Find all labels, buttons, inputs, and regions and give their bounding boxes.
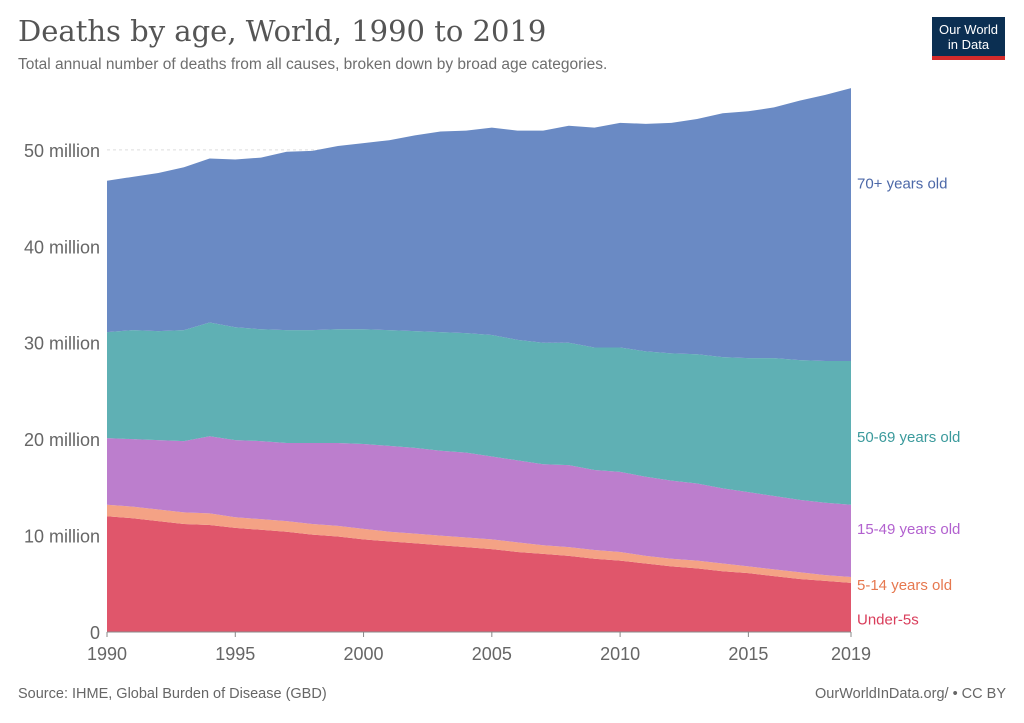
x-tick-label: 2005 bbox=[472, 644, 512, 664]
series-label-age70: 70+ years old bbox=[857, 176, 947, 193]
series-label-age50_69: 50-69 years old bbox=[857, 429, 960, 446]
series-label-under5: Under-5s bbox=[857, 611, 919, 628]
x-tick-label: 2015 bbox=[728, 644, 768, 664]
series-label-age15_49: 15-49 years old bbox=[857, 521, 960, 538]
area-age50_69[interactable] bbox=[107, 322, 851, 505]
x-tick-label: 2010 bbox=[600, 644, 640, 664]
series-labels: Under-5s 5-14 years old 15-49 years old 50-… bbox=[857, 176, 960, 629]
axes: 0 10 million 20 million 30 million 40 millio… bbox=[24, 141, 871, 664]
y-tick-label: 50 million bbox=[24, 141, 100, 161]
y-tick-label: 10 million bbox=[24, 527, 100, 547]
area-series bbox=[107, 88, 851, 632]
y-tick-label: 20 million bbox=[24, 430, 100, 450]
area-age70[interactable] bbox=[107, 88, 851, 362]
logo-line-1: Our World bbox=[939, 22, 998, 37]
series-label-age5_14: 5-14 years old bbox=[857, 577, 952, 594]
logo-line-2: in Data bbox=[947, 37, 990, 52]
owid-logo[interactable]: Our World in Data bbox=[932, 17, 1005, 60]
area-age5_14[interactable] bbox=[107, 504, 851, 583]
area-age15_49[interactable] bbox=[107, 436, 851, 578]
y-tick-label: 30 million bbox=[24, 334, 100, 354]
chart-title: Deaths by age, World, 1990 to 2019 bbox=[18, 14, 547, 48]
license-note[interactable]: OurWorldInData.org/ • CC BY bbox=[815, 686, 1006, 702]
y-tick-label: 40 million bbox=[24, 237, 100, 257]
x-tick-label: 1995 bbox=[215, 644, 255, 664]
chart-subtitle: Total annual number of deaths from all c… bbox=[18, 56, 608, 73]
area-under5[interactable] bbox=[107, 516, 851, 632]
x-tick-label: 2019 bbox=[831, 644, 871, 664]
x-tick-label: 2000 bbox=[344, 644, 384, 664]
y-tick-label: 0 bbox=[90, 623, 100, 643]
source-note[interactable]: Source: IHME, Global Burden of Disease (… bbox=[18, 686, 327, 702]
x-tick-label: 1990 bbox=[87, 644, 127, 664]
